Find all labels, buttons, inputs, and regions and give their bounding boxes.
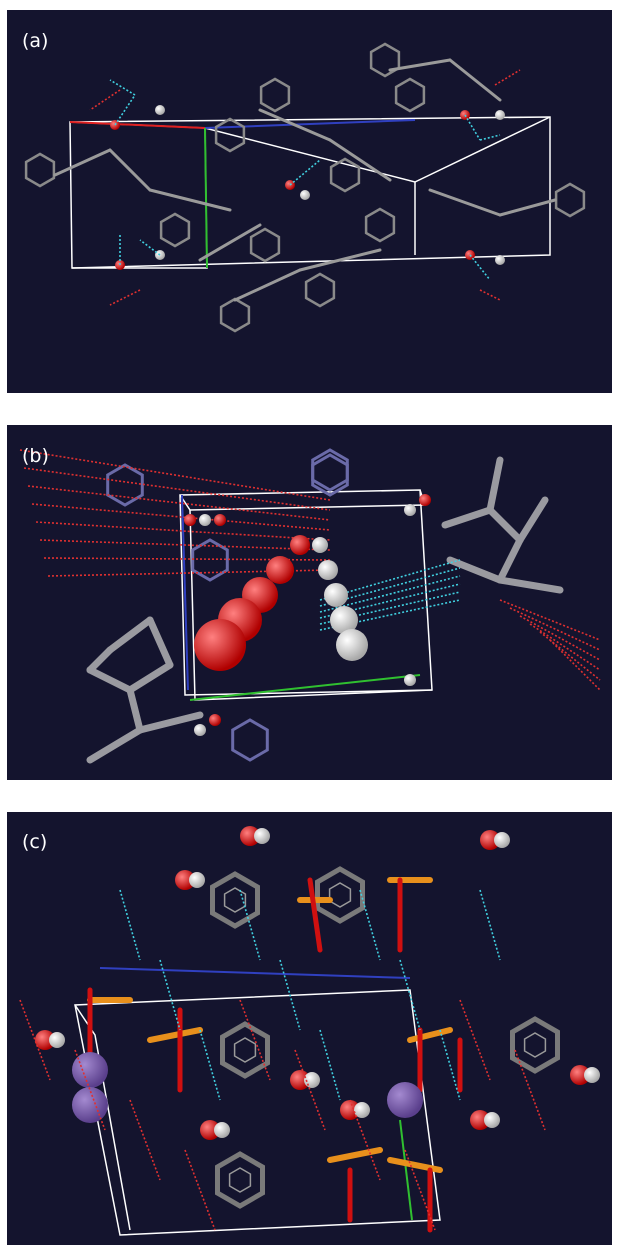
atom <box>494 832 510 848</box>
panel-b: (b) <box>7 425 612 780</box>
atom <box>312 537 328 553</box>
atom <box>300 190 310 200</box>
atom <box>194 724 206 736</box>
panel-a: (a) <box>7 10 612 393</box>
panel-c: (c) <box>7 812 612 1245</box>
atom <box>290 535 310 555</box>
figure: (a) (b) (c) <box>0 0 620 1250</box>
atom <box>404 504 416 516</box>
atom <box>214 514 226 526</box>
panel-background <box>7 425 612 780</box>
atom <box>266 556 294 584</box>
atom <box>254 828 270 844</box>
atom <box>72 1052 108 1088</box>
panel-background <box>7 10 612 393</box>
atom <box>495 255 505 265</box>
atom <box>49 1032 65 1048</box>
panel-label: (b) <box>22 445 49 467</box>
atom <box>194 619 246 671</box>
atom <box>184 514 196 526</box>
atom <box>209 714 221 726</box>
page: {"panels": [{"label": "(a)"}, {"label": … <box>0 0 620 1250</box>
panel-label: (a) <box>22 30 48 52</box>
atom <box>214 1122 230 1138</box>
atom <box>318 560 338 580</box>
atom <box>387 1082 423 1118</box>
atom <box>155 105 165 115</box>
panel-label: (c) <box>22 831 47 853</box>
atom <box>495 110 505 120</box>
atom <box>189 872 205 888</box>
atom <box>324 583 348 607</box>
atom <box>404 674 416 686</box>
atom <box>72 1087 108 1123</box>
atom <box>199 514 211 526</box>
atom <box>484 1112 500 1128</box>
atom <box>584 1067 600 1083</box>
atom <box>336 629 368 661</box>
atom <box>419 494 431 506</box>
